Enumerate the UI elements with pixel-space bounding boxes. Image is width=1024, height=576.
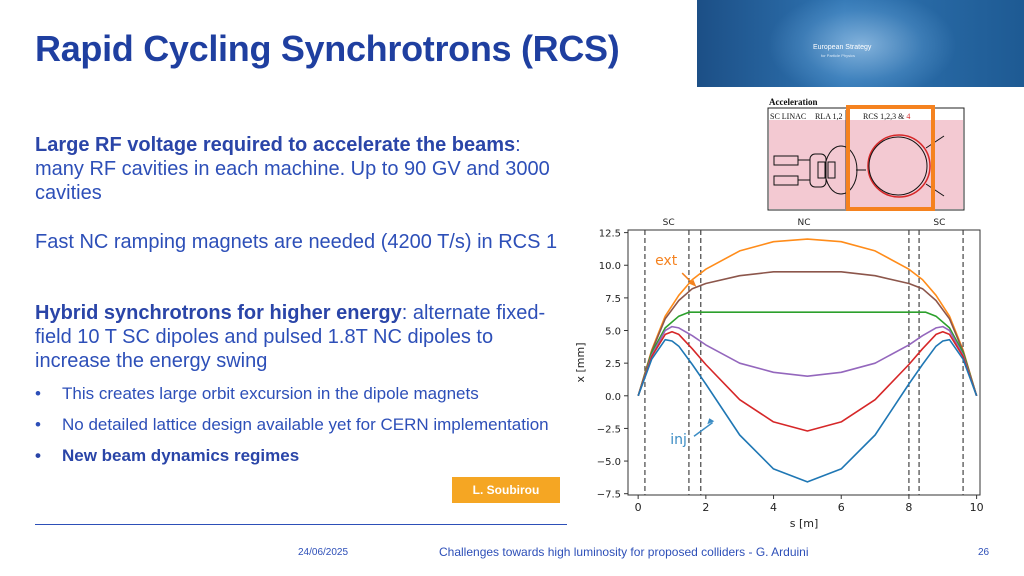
x-tick-label: 6	[838, 501, 845, 514]
series-line	[637, 238, 978, 397]
strategy-banner-image: European Strategy for Particle Physics	[697, 0, 1024, 87]
bullet-marker: •	[35, 446, 41, 465]
bullet-text: This creates large orbit excursion in th…	[62, 384, 479, 403]
bullet-item: • No detailed lattice design available ye…	[35, 414, 555, 436]
bullet-text: New beam dynamics regimes	[62, 446, 300, 465]
x-axis-label: s [m]	[790, 517, 819, 530]
x-tick-label: 0	[635, 501, 642, 514]
bullet-marker: •	[35, 415, 41, 434]
diagram-heading: Acceleration	[769, 97, 817, 107]
bullet-item: • New beam dynamics regimes	[35, 445, 555, 467]
x-tick-label: 2	[702, 501, 709, 514]
paragraph-hybrid: Hybrid synchrotrons for higher energy: a…	[35, 301, 565, 373]
inj-arrow	[693, 421, 714, 437]
series-line	[637, 338, 978, 483]
acceleration-diagram: Acceleration SC LINAC RLA 1,2 RCS 1,2,3 …	[767, 97, 965, 211]
y-tick-label: 0.0	[605, 392, 621, 403]
series-line	[637, 311, 978, 397]
footer-divider	[35, 524, 567, 525]
paragraph-hybrid-rest: : alternate fixed-field 10 T SC dipoles …	[35, 302, 546, 372]
paragraph-hybrid-bold: Hybrid synchrotrons for higher energy	[35, 302, 402, 324]
banner-glow	[767, 0, 957, 87]
y-tick-label: 5.0	[605, 327, 621, 338]
diagram-label-rcs-main: RCS 1,2,3 &	[863, 112, 906, 121]
series-line	[637, 331, 978, 432]
section-label: SC	[663, 218, 675, 228]
y-tick-label: −7.5	[597, 490, 621, 501]
diagram-rla-linac	[827, 161, 836, 179]
y-tick-label: 2.5	[605, 359, 621, 370]
y-tick-label: 7.5	[605, 294, 621, 305]
y-tick-label: 10.0	[599, 261, 621, 272]
orbit-excursion-chart: SC NC SC 0 2 4 6 8 10 12.5 10.0 7.5 5.0 2.5 0.0 −2.5 −5.…	[574, 218, 984, 530]
diagram-label-linac: SC LINAC	[770, 112, 806, 121]
bullet-item: • This creates large orbit excursion in t…	[35, 383, 555, 405]
series-line	[637, 271, 978, 397]
inj-annotation: inj	[670, 432, 687, 448]
y-tick-label: −2.5	[597, 424, 621, 435]
paragraph-rf-voltage-rest: : many RF cavities in each machine. Up t…	[35, 134, 550, 204]
diagram-rcs-highlight	[846, 105, 935, 211]
paragraph-nc-magnets: Fast NC ramping magnets are needed (4200…	[35, 231, 558, 253]
page-title: Rapid Cycling Synchrotrons (RCS)	[35, 28, 620, 69]
inj-arrowhead	[707, 418, 715, 425]
banner-line2: for Particle Physics	[821, 53, 856, 58]
banner-line1: European Strategy	[813, 44, 872, 51]
series-line	[637, 325, 978, 397]
y-axis-label: x [mm]	[574, 342, 587, 382]
plot-area	[627, 229, 981, 496]
diagram-label-rcs: RCS 1,2,3 & 4	[863, 112, 910, 121]
diagram-label-rla: RLA 1,2	[815, 112, 843, 121]
diagram-rcs-ring-inner	[868, 136, 928, 196]
ext-arrowhead	[689, 279, 697, 287]
paragraph-rf-voltage: Large RF voltage required to accelerate …	[35, 133, 565, 205]
x-tick-label: 10	[970, 501, 984, 514]
diagram-rla-ring	[809, 153, 827, 188]
paragraph-rf-voltage-bold: Large RF voltage required to accelerate …	[35, 134, 516, 156]
section-label: NC	[797, 218, 810, 228]
footer-date: 24/06/2025	[298, 547, 349, 558]
diagram-label-rcs-four: 4	[906, 112, 910, 121]
x-tick-label: 8	[905, 501, 912, 514]
x-tick-label: 4	[770, 501, 777, 514]
bullet-text: No detailed lattice design available yet…	[62, 415, 549, 434]
footer-title: Challenges towards high luminosity for p…	[439, 545, 809, 559]
diagram-rcs-ring-outer	[867, 134, 931, 198]
bullet-marker: •	[35, 384, 41, 403]
section-label: SC	[933, 218, 945, 228]
page-number: 26	[978, 547, 990, 558]
y-tick-label: −5.0	[597, 457, 621, 468]
bullet-list: • This creates large orbit excursion in t…	[35, 383, 555, 476]
credit-badge: L. Soubirou	[452, 477, 560, 503]
ext-annotation: ext	[655, 253, 678, 269]
y-tick-label: 12.5	[599, 229, 621, 240]
